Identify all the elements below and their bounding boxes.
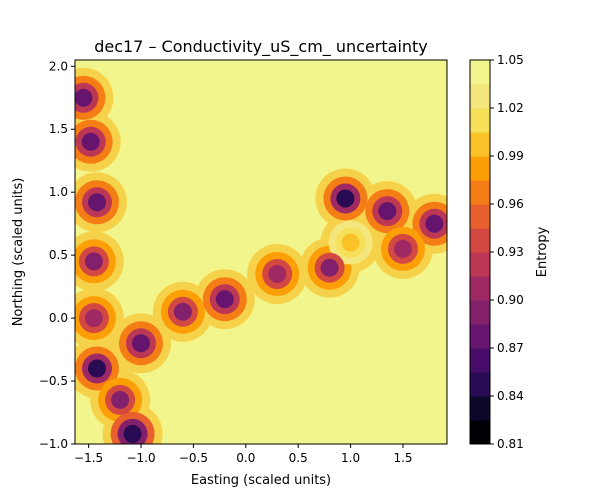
colorbar-label: Entropy	[535, 226, 550, 277]
x-tick-label: 1.0	[341, 451, 360, 465]
colorbar-tick-label: 0.99	[497, 149, 524, 163]
contour-blob	[84, 309, 103, 328]
contour-blob	[88, 193, 106, 212]
colorbar-band	[470, 204, 490, 229]
colorbar-band	[470, 420, 490, 445]
contour-blob	[173, 302, 192, 321]
contour-layer	[75, 67, 447, 444]
colorbar-band	[470, 276, 490, 301]
contour-blob	[88, 359, 106, 378]
y-tick-label: 1.0	[49, 185, 68, 199]
colorbar-band	[470, 252, 490, 277]
contour-blob	[75, 88, 93, 107]
colorbar-band	[470, 348, 490, 373]
colorbar-band	[470, 324, 490, 349]
plot-frame	[74, 59, 448, 445]
x-tick-label: −1.0	[126, 451, 155, 465]
contour-blob	[268, 265, 287, 283]
x-tick-label: 0.5	[289, 451, 308, 465]
contour-band-3	[75, 88, 444, 443]
chart-title: dec17 – Conductivity_uS_cm_ uncertainty	[94, 37, 428, 57]
colorbar-tick-label: 0.84	[497, 389, 524, 403]
contour-blob	[336, 189, 355, 208]
contour-blob	[341, 233, 360, 252]
colorbar-band	[470, 84, 490, 109]
contour-blob	[123, 424, 142, 443]
colorbar-band	[470, 300, 490, 325]
contour-blob	[84, 252, 103, 271]
y-tick-label: 0.0	[49, 311, 68, 325]
y-tick-label: 1.5	[49, 122, 68, 136]
contour-blob	[81, 132, 100, 151]
contour-blob	[378, 202, 397, 221]
x-tick-label: −0.5	[179, 451, 208, 465]
colorbar-tick-label: 1.02	[497, 101, 524, 115]
y-axis-label: Northing (scaled units)	[11, 178, 26, 327]
contour-blob	[394, 239, 412, 258]
contour-blob	[425, 214, 444, 233]
colorbar-tick-label: 1.05	[497, 53, 524, 67]
colorbar-axis: 0.81 0.84 0.87 0.90 0.93 0.96 0.99 1.02 1.05	[490, 53, 524, 451]
x-tick-label: 0.0	[236, 451, 255, 465]
colorbar-band	[470, 156, 490, 181]
contour-blob	[132, 334, 150, 353]
colorbar-band	[470, 132, 490, 157]
colorbar-band	[470, 372, 490, 397]
y-tick-label: 2.0	[49, 59, 68, 73]
x-axis-label: Easting (scaled units)	[191, 473, 331, 488]
contour-blob	[111, 390, 130, 409]
y-axis: −1.0 −0.5 0.0 0.5 1.0 1.5 2.0	[39, 59, 75, 451]
colorbar-tick-label: 0.87	[497, 341, 524, 355]
colorbar-tick-label: 0.93	[497, 245, 524, 259]
colorbar-tick-label: 0.90	[497, 293, 524, 307]
colorbar-tick-label: 0.81	[497, 437, 524, 451]
colorbar-tick-label: 0.96	[497, 197, 524, 211]
colorbar-band	[470, 180, 490, 205]
contour-blob	[320, 258, 339, 277]
y-tick-label: −0.5	[39, 374, 68, 388]
colorbar	[470, 60, 490, 445]
colorbar-band	[470, 108, 490, 133]
y-tick-label: 0.5	[49, 248, 68, 262]
x-axis: −1.5 −1.0 −0.5 0.0 0.5 1.0 1.5	[74, 444, 413, 465]
colorbar-band	[470, 396, 490, 421]
colorbar-band	[470, 60, 490, 85]
x-tick-label: 1.5	[393, 451, 412, 465]
colorbar-band	[470, 228, 490, 253]
y-tick-label: −1.0	[39, 437, 68, 451]
contour-blob	[215, 290, 234, 309]
x-tick-label: −1.5	[74, 451, 103, 465]
